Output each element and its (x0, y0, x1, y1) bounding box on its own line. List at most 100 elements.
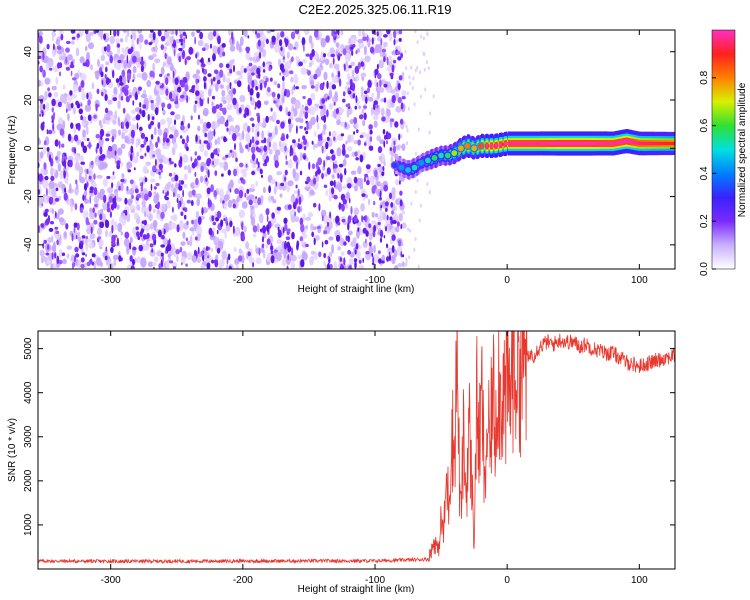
noise-speckle-light (176, 193, 181, 199)
noise-speckle-light (362, 151, 366, 161)
noise-speckle (174, 174, 179, 182)
noise-speckle (323, 230, 328, 235)
noise-speckle-light (285, 106, 289, 116)
noise-speckle (56, 239, 59, 245)
noise-speckle (40, 223, 45, 228)
noise-speckle-light (145, 161, 151, 166)
ridge-segment (575, 141, 577, 146)
noise-speckle (43, 212, 48, 217)
noise-speckle (165, 133, 168, 139)
noise-speckle (105, 246, 108, 252)
spectrogram-signal-ridge (390, 129, 675, 180)
ridge-segment (530, 141, 532, 146)
noise-speckle (333, 101, 336, 106)
noise-speckle (134, 188, 139, 194)
noise-speckle (207, 97, 209, 105)
noise-speckle (340, 175, 343, 183)
noise-speckle-fringe (414, 30, 417, 34)
ridge-segment (601, 141, 603, 146)
noise-speckle-light (75, 183, 79, 190)
noise-speckle-light (351, 183, 355, 189)
noise-speckle (361, 215, 363, 223)
noise-speckle (347, 222, 350, 231)
noise-speckle-light (245, 65, 251, 72)
noise-speckle-light (112, 254, 119, 260)
ridge-segment (576, 141, 578, 146)
ridge-segment (486, 144, 488, 148)
noise-speckle (389, 72, 394, 77)
noise-speckle (191, 162, 196, 169)
noise-speckle (238, 189, 244, 199)
noise-speckle (390, 75, 394, 80)
noise-speckle (381, 171, 385, 176)
noise-speckle (105, 66, 108, 73)
ridge-segment (606, 141, 608, 146)
noise-speckle-light (75, 47, 80, 57)
noise-speckle (188, 46, 194, 55)
noise-speckle-light (320, 51, 325, 61)
noise-speckle-light (378, 87, 385, 93)
noise-speckle (286, 133, 289, 140)
ridge-segment (653, 141, 655, 146)
noise-speckle (143, 219, 147, 226)
noise-speckle (70, 70, 73, 76)
noise-speckle (261, 243, 265, 249)
ridge-segment (600, 141, 602, 146)
noise-speckle-light (276, 32, 281, 40)
noise-speckle-light (146, 80, 152, 88)
noise-speckle-light (117, 100, 121, 110)
noise-speckle (245, 163, 248, 168)
x-tick-label: -200 (233, 275, 253, 286)
noise-speckle (105, 133, 111, 137)
noise-speckle (392, 145, 397, 154)
noise-speckle-light (327, 52, 332, 58)
noise-speckle (279, 72, 282, 76)
ridge-segment (652, 141, 654, 146)
noise-speckle (367, 87, 370, 94)
noise-speckle-light (87, 91, 93, 101)
noise-speckle (383, 184, 389, 192)
noise-speckle-light (284, 69, 290, 78)
noise-speckle-light (167, 56, 172, 66)
noise-speckle (168, 157, 172, 162)
snr-series-line (38, 331, 675, 565)
noise-speckle (262, 236, 264, 243)
noise-speckle (178, 55, 182, 63)
ridge-segment (636, 141, 638, 145)
noise-speckle-light (223, 194, 230, 201)
noise-speckle-light (315, 235, 320, 241)
noise-speckle (178, 179, 181, 184)
noise-speckle-light (287, 180, 294, 187)
noise-speckle-light (225, 264, 229, 269)
noise-speckle-light (379, 30, 383, 37)
noise-speckle (212, 160, 215, 166)
noise-speckle (215, 104, 220, 109)
ridge-segment (512, 141, 514, 146)
noise-speckle (372, 256, 375, 264)
noise-speckle (394, 121, 399, 128)
noise-speckle (66, 40, 71, 45)
noise-speckle (184, 84, 189, 92)
y-tick-label: 5000 (23, 337, 34, 360)
noise-speckle (389, 216, 393, 221)
noise-speckle-light (250, 205, 255, 210)
noise-speckle (179, 94, 185, 99)
noise-speckle (376, 64, 379, 70)
noise-speckle-fringe (410, 65, 413, 70)
noise-speckle-light (56, 49, 63, 55)
noise-speckle-light (42, 179, 49, 190)
noise-speckle-light (346, 176, 353, 185)
noise-speckle-light (291, 86, 294, 95)
noise-speckle (105, 138, 110, 142)
noise-speckle (258, 51, 262, 59)
noise-speckle (93, 187, 98, 196)
noise-speckle (318, 251, 322, 258)
noise-speckle (219, 69, 224, 78)
noise-speckle (248, 62, 253, 67)
noise-speckle-light (170, 243, 175, 249)
noise-speckle-light (262, 117, 266, 127)
noise-speckle (298, 138, 300, 143)
noise-speckle (175, 249, 180, 255)
noise-speckle (275, 181, 278, 187)
noise-speckle (338, 78, 342, 87)
